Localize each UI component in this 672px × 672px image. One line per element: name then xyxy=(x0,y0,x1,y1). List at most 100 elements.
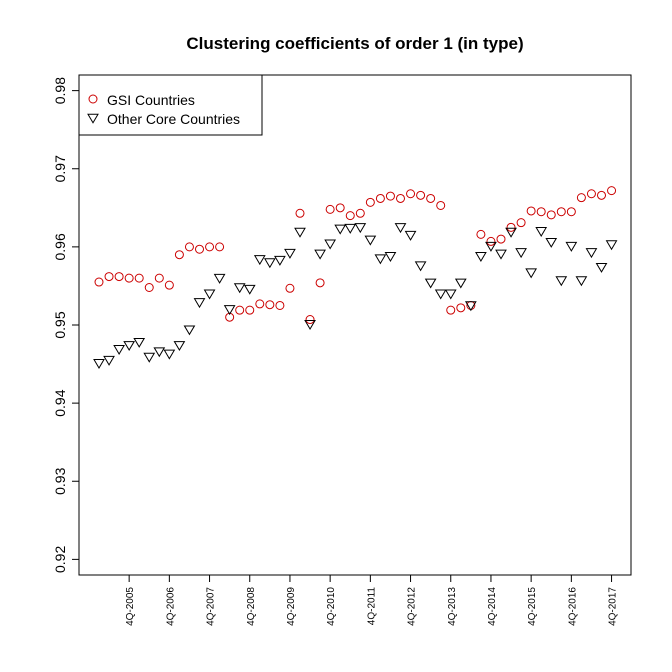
x-tick-label: 4Q-2013 xyxy=(447,587,458,626)
data-point xyxy=(506,222,516,232)
data-point xyxy=(134,273,144,283)
data-point xyxy=(334,224,347,235)
data-point xyxy=(325,204,335,214)
y-tick-label: 0.98 xyxy=(52,77,68,104)
data-point xyxy=(245,305,255,315)
data-point xyxy=(595,262,608,273)
data-points xyxy=(93,186,618,370)
data-point xyxy=(396,193,405,203)
data-point xyxy=(304,319,316,330)
data-point xyxy=(365,197,375,207)
data-point xyxy=(355,208,365,218)
data-point xyxy=(164,280,174,290)
x-tick-label: 4Q-2006 xyxy=(165,587,176,626)
data-point xyxy=(215,242,225,252)
data-point xyxy=(255,299,265,309)
y-tick-label: 0.93 xyxy=(52,467,68,494)
data-point xyxy=(235,305,245,315)
data-point xyxy=(556,207,566,217)
data-point xyxy=(486,236,496,246)
data-point xyxy=(394,223,407,234)
data-point xyxy=(516,218,526,228)
data-point xyxy=(113,344,125,355)
data-point xyxy=(284,248,296,259)
data-point xyxy=(505,227,517,238)
legend-marker-other-core-countries xyxy=(87,113,99,124)
data-point xyxy=(586,189,596,199)
legend-box xyxy=(78,74,263,136)
data-point xyxy=(555,276,568,287)
series-gsi-countries xyxy=(94,186,617,325)
x-axis: 4Q-2005 4Q-2006 4Q-2007 4Q-2008 4Q-2009 4Q-20… xyxy=(125,574,619,626)
data-point xyxy=(103,355,115,366)
data-point xyxy=(345,211,355,221)
data-point xyxy=(154,273,164,283)
x-tick-label: 4Q-2014 xyxy=(487,587,498,626)
data-point xyxy=(426,193,436,203)
data-point xyxy=(144,283,154,292)
data-point xyxy=(406,189,416,199)
data-point xyxy=(183,325,196,336)
x-tick-label: 4Q-2011 xyxy=(366,587,377,626)
data-point xyxy=(597,190,606,200)
data-point xyxy=(233,283,246,294)
y-tick-label: 0.92 xyxy=(52,546,68,573)
data-point xyxy=(385,191,395,201)
data-point xyxy=(205,242,215,252)
data-point xyxy=(344,223,357,234)
data-point xyxy=(295,208,305,218)
data-point xyxy=(275,300,285,310)
data-point xyxy=(195,244,204,254)
data-point xyxy=(294,227,306,238)
x-tick-label: 4Q-2015 xyxy=(527,587,538,626)
data-point xyxy=(464,301,477,312)
data-point xyxy=(104,272,114,282)
data-point xyxy=(545,237,558,248)
data-point xyxy=(243,284,256,295)
legend-marker-gsi-countries xyxy=(88,94,98,104)
data-point xyxy=(203,289,216,300)
legend-triangle-marker xyxy=(87,113,99,124)
data-point xyxy=(585,248,598,259)
data-point xyxy=(424,278,437,289)
data-point xyxy=(434,289,447,300)
x-tick-label: 4Q-2009 xyxy=(286,587,297,626)
data-point xyxy=(476,229,486,239)
series-other-core-countries xyxy=(93,223,618,370)
data-point xyxy=(143,352,156,363)
data-point xyxy=(515,248,527,259)
data-point xyxy=(114,272,124,282)
data-point xyxy=(153,347,166,358)
x-tick-label: 4Q-2012 xyxy=(407,587,418,626)
data-point xyxy=(525,268,538,279)
y-tick-label: 0.95 xyxy=(52,311,68,338)
data-point xyxy=(535,227,548,237)
data-point xyxy=(384,252,397,262)
x-tick-label: 4Q-2007 xyxy=(206,587,217,626)
data-point xyxy=(285,283,295,293)
data-point xyxy=(354,223,367,234)
data-point xyxy=(536,207,546,217)
data-point xyxy=(173,341,186,352)
data-point xyxy=(446,305,456,315)
data-point xyxy=(184,242,194,252)
data-point xyxy=(475,252,487,262)
legend-label-gsi-countries: GSI Countries xyxy=(107,92,195,108)
data-point xyxy=(93,359,105,370)
legend: GSI Countries Other Core Countries xyxy=(78,74,263,136)
x-tick-label: 4Q-2005 xyxy=(125,587,136,626)
data-point xyxy=(456,303,466,313)
data-point xyxy=(253,255,266,266)
data-point xyxy=(324,239,337,250)
data-point xyxy=(274,255,286,266)
data-point xyxy=(213,273,226,284)
data-point xyxy=(174,250,184,260)
legend-circle-marker xyxy=(88,94,98,104)
data-point xyxy=(314,249,326,260)
data-point xyxy=(193,298,206,309)
data-point xyxy=(404,230,417,241)
data-point xyxy=(495,249,507,260)
legend-label-other-core-countries: Other Core Countries xyxy=(107,111,240,127)
x-tick-label: 4Q-2008 xyxy=(246,587,257,626)
data-point xyxy=(364,235,377,246)
